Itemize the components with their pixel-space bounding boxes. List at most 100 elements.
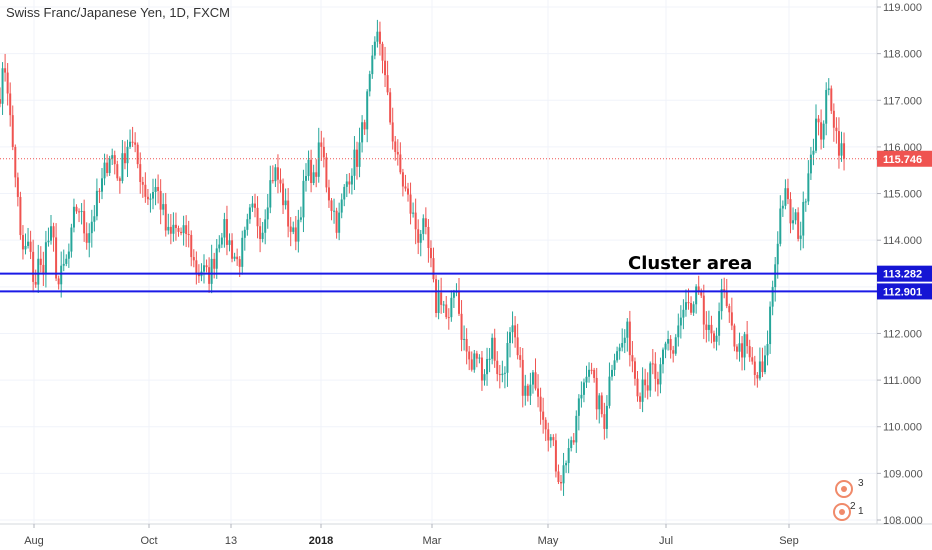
candle (600, 392, 603, 418)
candle (195, 251, 198, 285)
candle (121, 139, 124, 184)
candle (705, 311, 708, 343)
candle (646, 372, 649, 400)
price-tick-label: 119.000 (883, 2, 922, 14)
candle (570, 436, 573, 452)
candle (70, 223, 73, 258)
candle (651, 348, 654, 375)
candle (761, 347, 764, 378)
candle (126, 139, 129, 177)
candle (695, 284, 698, 314)
candle (65, 254, 68, 267)
event-marker-top[interactable]: 3 (835, 478, 864, 498)
candle (315, 159, 318, 188)
candle (753, 355, 756, 386)
candle (840, 131, 843, 162)
price-tick-label: 112.000 (883, 328, 922, 340)
candle (381, 41, 384, 74)
candle (422, 214, 425, 241)
candle (741, 336, 744, 371)
candle (386, 60, 389, 96)
horizontal-lines[interactable] (0, 272, 877, 293)
candle (75, 204, 78, 214)
candle (350, 168, 353, 195)
candle (39, 246, 42, 273)
candle (636, 371, 639, 402)
candle (820, 109, 823, 150)
candle (797, 207, 800, 242)
candle (335, 207, 338, 239)
candle (294, 215, 297, 251)
candle (215, 239, 218, 279)
candle (159, 179, 162, 225)
candle (307, 150, 310, 181)
candle (812, 138, 815, 166)
last-price-label: 115.746 (877, 150, 932, 167)
chart-title: Swiss Franc/Japanese Yen, 1D, FXCM (6, 5, 230, 20)
candle (108, 155, 111, 176)
candle (139, 152, 142, 194)
candle (429, 240, 432, 268)
candle (123, 141, 126, 170)
candle (534, 358, 537, 391)
candle (19, 191, 22, 240)
candle (656, 371, 659, 397)
candle (710, 315, 713, 344)
candle (289, 217, 292, 247)
candle (348, 173, 351, 194)
candle (470, 351, 473, 372)
candle (358, 127, 361, 178)
candle (366, 89, 369, 143)
candle (80, 203, 83, 225)
candle (649, 361, 652, 397)
candle (516, 323, 519, 360)
candle (679, 305, 682, 339)
price-tick-label: 109.000 (883, 468, 923, 480)
price-tick-label: 108.000 (883, 515, 923, 527)
candle (305, 163, 307, 192)
candle (356, 141, 358, 180)
candle (185, 215, 188, 248)
candle (501, 360, 504, 383)
candle (802, 191, 805, 249)
candle (1, 62, 4, 115)
candle (463, 325, 466, 351)
event-count-bottom: 2 (850, 501, 856, 512)
candle (738, 332, 741, 362)
candle (154, 178, 157, 206)
candle (78, 208, 81, 223)
candle (781, 200, 784, 217)
candle (519, 347, 522, 368)
candle (32, 239, 35, 293)
event-markers[interactable]: 3 2 1 (833, 478, 864, 521)
candle (611, 364, 613, 381)
candle (361, 115, 364, 153)
time-tick-label: Oct (140, 535, 157, 547)
candle (590, 362, 593, 375)
candle (616, 346, 619, 363)
candle (146, 188, 149, 206)
candle (256, 196, 259, 239)
candle (317, 127, 320, 183)
candle (264, 209, 267, 245)
candle (345, 173, 348, 198)
candle (483, 369, 486, 386)
candle (284, 188, 287, 210)
candle (496, 351, 499, 382)
candle (72, 198, 75, 233)
candle (432, 247, 435, 283)
candle (491, 333, 494, 365)
candle (644, 368, 647, 398)
candle (475, 350, 478, 368)
candle (682, 299, 685, 330)
candle (452, 289, 455, 308)
candle (129, 129, 132, 149)
candle (162, 193, 165, 216)
candle (593, 367, 596, 383)
candle (672, 345, 675, 363)
candle (27, 227, 30, 249)
candle (628, 310, 631, 367)
event-count-top: 3 (858, 478, 864, 489)
